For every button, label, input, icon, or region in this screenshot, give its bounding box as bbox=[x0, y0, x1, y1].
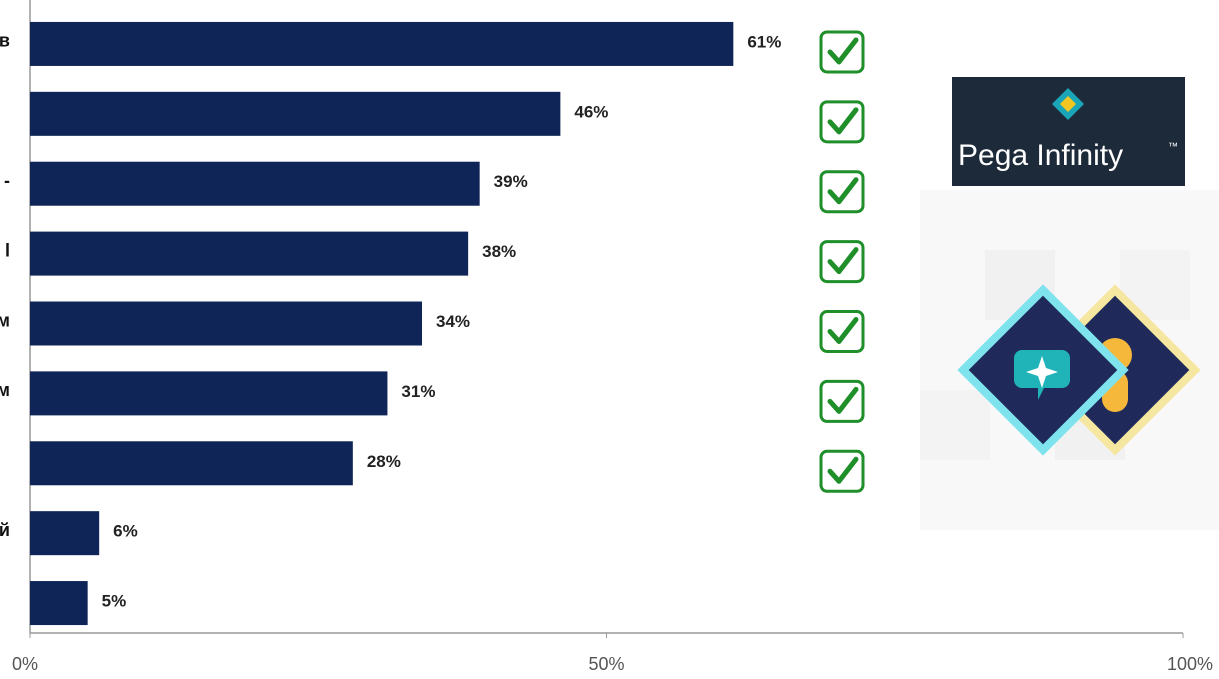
check-tick bbox=[827, 177, 859, 205]
y-tick-label: й bbox=[0, 520, 10, 540]
x-tick-label: 100% bbox=[1167, 654, 1213, 674]
bar bbox=[30, 371, 388, 416]
bar bbox=[30, 441, 353, 486]
bar bbox=[30, 511, 100, 556]
y-tick-label: м bbox=[0, 380, 10, 400]
check-tick bbox=[827, 317, 859, 344]
x-tick-label: 50% bbox=[588, 654, 624, 674]
check-tick bbox=[827, 386, 859, 414]
value-label: 28% bbox=[367, 452, 401, 471]
bar bbox=[30, 231, 469, 276]
y-tick-label: м bbox=[0, 310, 10, 330]
y-tick-label: - bbox=[4, 170, 10, 190]
bar bbox=[30, 161, 480, 206]
check-tick bbox=[827, 37, 859, 65]
logo: Pega Infinity ™ bbox=[952, 77, 1185, 186]
value-label: 5% bbox=[102, 592, 127, 611]
y-tick-label: l bbox=[5, 240, 10, 260]
logo-trademark: ™ bbox=[1168, 142, 1178, 153]
check-tick bbox=[827, 456, 859, 484]
value-label: 38% bbox=[482, 242, 516, 261]
value-label: 39% bbox=[494, 172, 528, 191]
x-tick-label: 0% bbox=[12, 654, 38, 674]
value-label: 34% bbox=[436, 312, 470, 331]
value-label: 31% bbox=[401, 382, 435, 401]
bar bbox=[30, 581, 88, 626]
value-label: 61% bbox=[747, 32, 781, 51]
checkmarks bbox=[819, 30, 865, 493]
value-label: 6% bbox=[113, 522, 138, 541]
value-label: 46% bbox=[574, 102, 608, 121]
check-tick bbox=[827, 247, 859, 275]
logo-diamond-inner bbox=[1060, 96, 1076, 112]
badge-sparkle bbox=[1026, 356, 1058, 388]
badge bbox=[957, 284, 1201, 456]
bar bbox=[30, 91, 561, 136]
logo-text: Pega Infinity bbox=[958, 139, 1123, 172]
bar bbox=[30, 21, 734, 66]
check-tick bbox=[827, 107, 859, 135]
bar bbox=[30, 301, 423, 346]
y-tick-label: в bbox=[0, 31, 10, 51]
